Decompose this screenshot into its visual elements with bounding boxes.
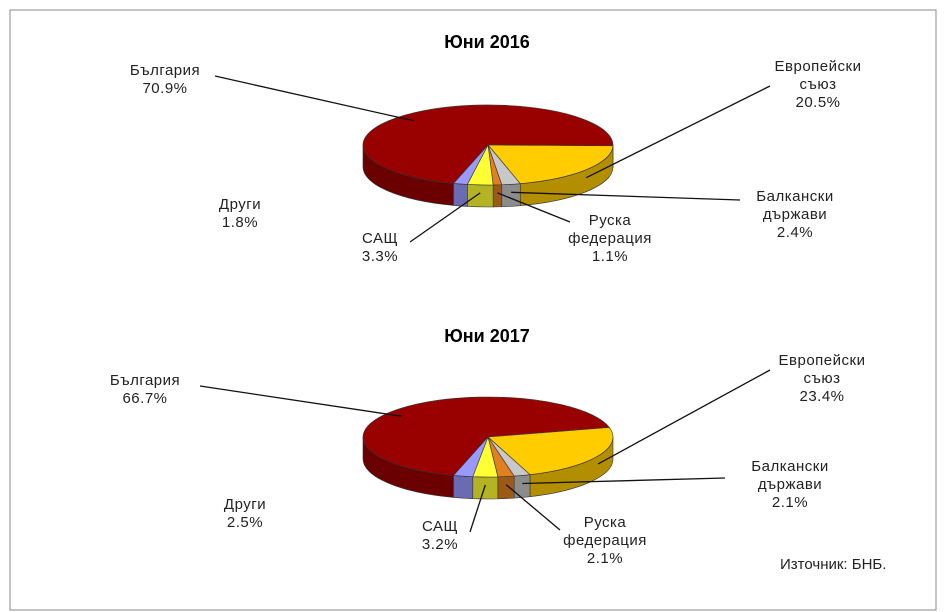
slice-side [492,184,503,208]
chart-title: Юни 2017 [444,326,530,346]
leader-line [522,477,726,485]
label-name: САЩ [421,518,459,535]
leader-line [497,192,571,223]
label-value: 1.8% [221,214,259,231]
data-label: Балкански държави 2.1% [751,458,828,512]
leader-line [511,191,741,201]
label-value: 70.9% [142,80,188,97]
leader-line [586,85,771,179]
data-label: САЩ 3.2% [422,518,458,554]
label-name: Европейски съюз [778,352,866,387]
label-value: 1.1% [591,248,629,265]
leader-line [469,484,486,533]
data-label: България 66.7% [110,372,180,408]
data-label: Руска федерация 1.1% [568,212,652,266]
slice [452,144,489,185]
source: Източник: БНБ. [780,556,887,573]
label-name: Европейски съюз [774,58,862,93]
slice-side [513,474,531,499]
leader-line [505,484,561,531]
data-label: Европейски съюз 23.4% [779,352,866,406]
label-name: Руска федерация [563,514,647,549]
label-value: 66.7% [122,390,168,407]
leader-line [409,192,481,243]
label-name: Руска федерация [568,212,652,247]
data-label: Европейски съюз 20.5% [775,58,862,112]
label-value: 2.1% [771,494,809,511]
data-label: Руска федерация 2.1% [563,514,647,568]
label-value: 3.3% [361,248,399,265]
slice [362,104,614,184]
label-name: България [129,62,201,79]
label-value: 2.1% [586,550,624,567]
label-name: САЩ [361,230,399,247]
slice [487,427,614,475]
leader-line [597,369,771,465]
data-label: САЩ 3.3% [362,230,398,266]
data-label: Балкански държави 2.4% [756,188,833,242]
data-label: Други 2.5% [224,496,266,532]
slice [362,396,610,476]
slice [452,436,489,478]
slice-side [472,476,499,500]
label-value: 3.2% [421,536,459,553]
label-value: 20.5% [795,94,841,111]
data-label: Други 1.8% [219,196,261,232]
label-name: Други [223,496,267,513]
label-value: 2.5% [226,514,264,531]
label-name: България [109,372,181,389]
leader-line [214,75,415,122]
label-value: 23.4% [799,388,845,405]
label-value: 2.4% [776,224,814,241]
label-name: Балкански държави [751,458,829,493]
label-name: Балкански държави [756,188,834,223]
slice-side [497,475,515,500]
slice-side [453,475,474,500]
slice [487,144,614,184]
label-name: Други [218,196,262,213]
chart-title: Юни 2016 [444,32,530,52]
leader-line [199,385,402,417]
data-label: България 70.9% [130,62,200,98]
slice-side [467,184,494,208]
